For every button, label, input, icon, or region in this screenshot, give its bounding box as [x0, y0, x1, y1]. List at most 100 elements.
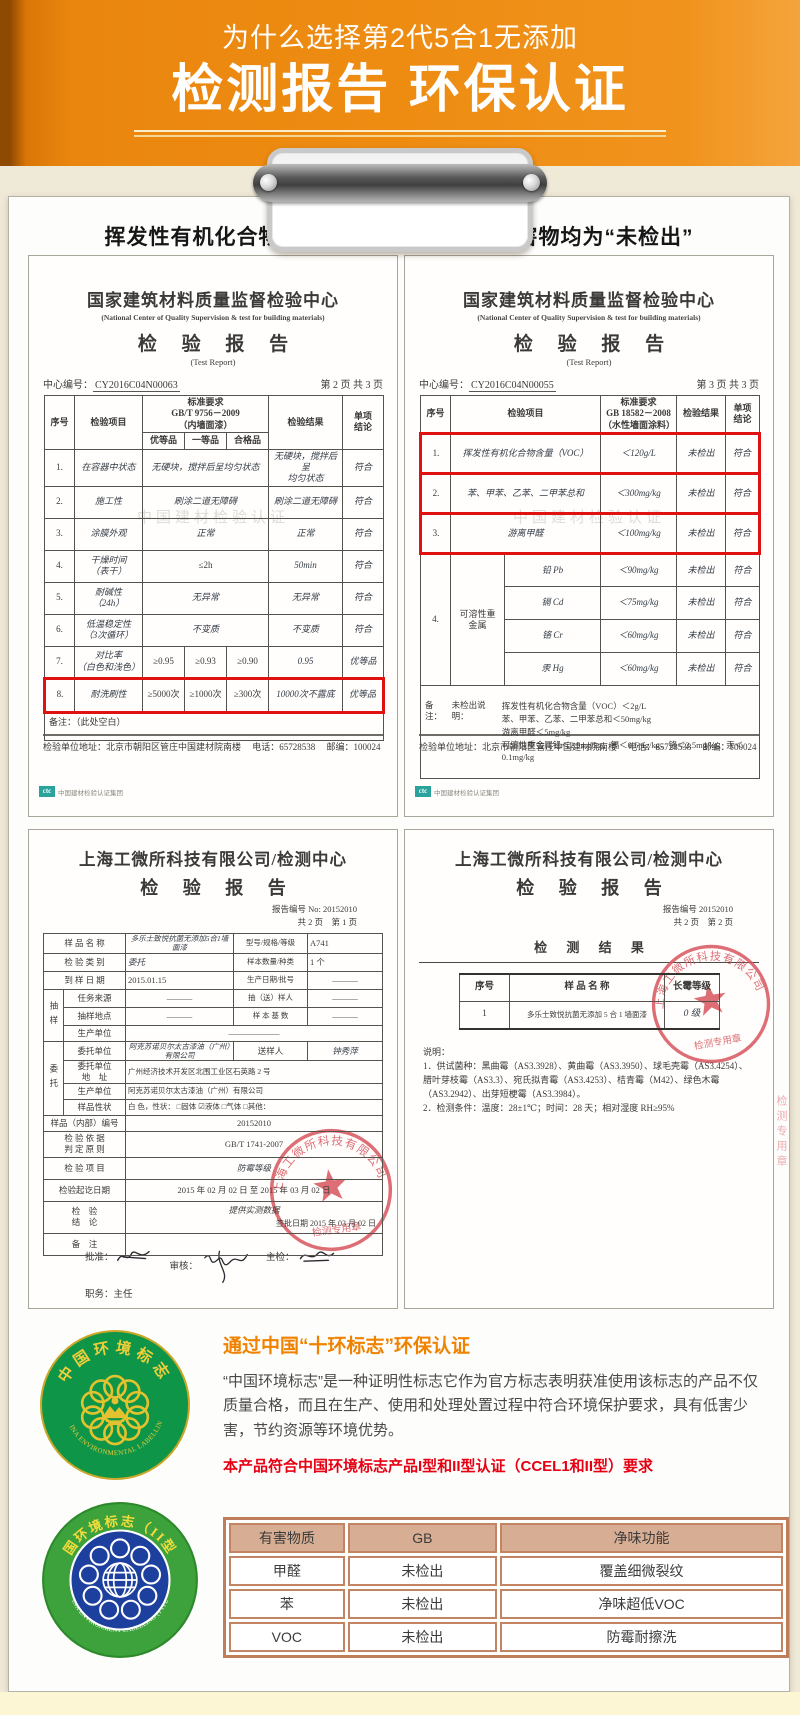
report-number: CY2016C04N00055: [469, 380, 556, 392]
sample-form-table: 样 品 名 称多乐士致悦抗菌无添加5合1墙面漆 型号/规格/等级 A741 检 验 …: [42, 932, 384, 1256]
span-static: 主检：: [266, 1253, 295, 1263]
td-static: 2015.01.15: [125, 970, 235, 990]
banner-title: 检测报告 环保认证: [171, 61, 629, 119]
tr-static: 7. 对比率 （白色和浅色） ≥0.95 ≥0.93 ≥0.90 0.95 优等品: [44, 645, 385, 679]
banner: 为什么选择第2代5合1无添加 检测报告 环保认证: [0, 0, 800, 166]
div-static: 提供实测数据: [228, 1204, 280, 1215]
td-static: 4.: [44, 549, 75, 583]
table-row: VOC 未检出 防霉耐擦洗: [229, 1622, 783, 1652]
sun-icon: [111, 1397, 119, 1405]
td-static: 符合: [342, 581, 385, 615]
tr-static: 5. 耐碱性 （24h） 无异常 无异常 符合: [44, 581, 385, 615]
tr-static: 序号样 品 名 称长霉等级: [459, 972, 720, 1002]
tr-static: 备注： 未检出说明： 挥发性有机化合物含量（VOC）＜2g/L 苯、甲苯、乙苯、二甲…: [419, 684, 761, 780]
certification-claim: 本产品符合中国环境标志产品I型和II型认证（CCEL1和II型）要求: [223, 1457, 654, 1475]
tr-static: 序号 检验项目 标准要求 GB 18582－2008 （水性墙面涂料） 检验结果 单项 …: [420, 395, 761, 434]
th-static: 优等品: [142, 431, 185, 450]
span-static: 中国建材检验认证集团: [434, 789, 499, 797]
tr-static: 样品（内部）编号 20152010: [42, 1114, 384, 1132]
circle-static: [89, 1379, 114, 1404]
td-static: 铬 Cr: [503, 619, 602, 653]
th-static: 净味功能: [500, 1523, 783, 1553]
td-static: 涂膜外观: [74, 517, 143, 551]
td-static: 样 品 名 称: [42, 932, 127, 954]
clipboard-clip: [253, 148, 547, 252]
td-static: 4.: [420, 553, 451, 686]
th-static: 检验结果: [268, 395, 344, 450]
path-static: [302, 1259, 329, 1262]
div-static: 职务：主任: [85, 1290, 133, 1300]
mountain-icon: [101, 1406, 129, 1419]
table-row: 苯未检出 净味超低VOC: [229, 1589, 783, 1619]
th-static: GB: [347, 1523, 498, 1553]
ctc-logo: ctc 中国建材检验认证集团: [415, 786, 499, 797]
highlighted-row-benzene: 2. 苯、甲苯、乙苯、二甲苯总和 ＜300mg/kg 未检出 符合: [419, 472, 762, 515]
span-static: 中国建材检验认证集团: [58, 789, 123, 797]
td-static: 对比率 （白色和浅色）: [74, 645, 143, 679]
td-static: 7.: [44, 645, 75, 679]
div-static: 备注： 未检出说明： 挥发性有机化合物含量（VOC）＜2g/L 苯、甲苯、乙苯、二甲…: [425, 700, 755, 764]
span-static: 中心编号：: [419, 380, 469, 391]
circle-static: [125, 1390, 150, 1415]
td-static: 1.: [419, 432, 451, 475]
td-static: 优等品: [342, 676, 386, 714]
td-static: 不变质: [268, 613, 344, 647]
tr-static: 4. 可溶性重 金属铅 Pb ＜90mg/kg 未检出 符合: [420, 553, 761, 686]
div-static: (Test Report): [190, 357, 236, 367]
td-static: 0 级: [664, 1000, 720, 1030]
report-shanghai-page1: 上海工微所科技有限公司/检测中心 检 验 报 告 报告编号 No: 201520…: [28, 829, 398, 1309]
div-static: 签批日期 2015 年 03 月 02 日: [276, 1219, 377, 1229]
td-static: ≥1000次: [184, 676, 227, 714]
td-static: 0.95: [268, 645, 344, 679]
td-static: 任务来源: [62, 988, 127, 1008]
td-static: 生产日期/批号: [233, 970, 309, 990]
tr-static: 序号 检验项目 标准要求 GB/T 9756－2009 （内墙面漆） 检验结果 单项 结…: [44, 395, 385, 450]
td-static: ———: [125, 988, 235, 1008]
div-static: 1．供试菌种：黑曲霉（AS3.3928）、黄曲霉（AS3.3950）、球毛壳霉（…: [423, 1061, 748, 1100]
tr-static: 1 多乐士致悦抗菌无添加 5 合 1 墙面漆 0 级: [459, 1000, 720, 1030]
span-static: 未检出说明：: [451, 700, 486, 721]
td-static: 优等品: [342, 645, 385, 679]
tr-static: 生产单位 阿克苏诺贝尔太古漆油（广州）有限公司: [44, 1082, 384, 1100]
span-static: 中心编号： CY2016C04N00055: [419, 376, 556, 392]
td-static: 刷涂二道无障碍: [141, 485, 270, 519]
td-static: 符合: [725, 652, 761, 686]
page-indicator: 第 2 页 共 3 页: [320, 380, 384, 391]
tr-static: 委托单位 地 址广州经济技术开发区北围工业区石英路 2 号: [44, 1060, 384, 1084]
td-static: 阿克苏诺贝尔太古漆油（广州）有限公司: [125, 1040, 235, 1062]
td-static: VOC: [229, 1622, 345, 1652]
td-static: ——————: [125, 1024, 384, 1042]
td-static: 20152010: [125, 1114, 384, 1132]
harmful-substance-table: 有害物质 GB 净味功能 甲醛 未检出 覆盖细微裂纹 苯未检出 净味超低VOC VOC…: [223, 1517, 789, 1658]
td-static: 5.: [44, 581, 75, 615]
div-static: 共 2 页 第 1 页: [297, 916, 357, 927]
td-static: 广州经济技术开发区北围工业区石英路 2 号: [125, 1060, 384, 1084]
td-static: 委托: [43, 1040, 64, 1116]
td-static: 刷涂二道无障碍: [268, 485, 344, 519]
tr-static: 备注：（此处空白）: [43, 711, 385, 741]
td-static: 符合: [725, 586, 761, 620]
div-static: 共 2 页 第 2 页: [673, 916, 733, 927]
certification-body: “中国环境标志”是一种证明性标志它作为官方标志表明获准使用该标志的产品不仅质量合…: [223, 1373, 758, 1439]
clip-bar: [253, 164, 547, 202]
th-static: 标准要求 GB/T 9756－2009 （内墙面漆）: [141, 395, 270, 433]
td-static: 净味超低VOC: [500, 1589, 783, 1619]
td-static: 无异常: [141, 581, 270, 615]
td-static: 到 样 日 期: [42, 970, 127, 990]
td-static: 符合: [725, 553, 761, 587]
td-static: 10000次不露底: [268, 676, 344, 714]
td-static: 生产单位: [62, 1024, 127, 1042]
td-static: 抽（送）样人: [233, 988, 309, 1008]
bottom-strip: [0, 1692, 800, 1715]
circle-static: [40, 1330, 190, 1480]
tr-static: 镉 Cd ＜75mg/kg 未检出 符合: [421, 586, 761, 620]
notes-block: 说明： 1．供试菌种：黑曲霉（AS3.3928）、黄曲霉（AS3.3950）、球…: [423, 1046, 755, 1117]
banner-subtitle: 为什么选择第2代5合1无添加: [221, 23, 579, 53]
td-static: 白 色，性状： □固体 ☑液体 □气体 □其他：: [125, 1098, 384, 1116]
td-static: 抽样地点: [62, 1006, 127, 1026]
report-org: 国家建筑材料质量监督检验中心: [463, 291, 715, 310]
edge-stamp-fragment: 检测专用章: [775, 1095, 787, 1170]
td-static: 防霉等级: [125, 1156, 384, 1180]
th-static: 检验结果: [676, 395, 727, 434]
td-static: 无硬块，搅拌后呈 均匀状态: [268, 448, 344, 487]
